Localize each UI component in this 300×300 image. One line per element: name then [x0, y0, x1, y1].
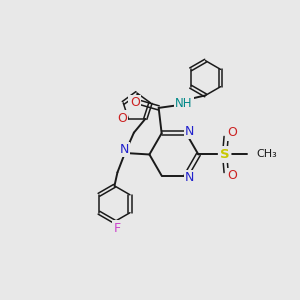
- Text: N: N: [120, 143, 129, 156]
- Text: O: O: [117, 112, 127, 125]
- Text: NH: NH: [175, 97, 193, 110]
- Text: N: N: [185, 171, 194, 184]
- Text: O: O: [227, 127, 237, 140]
- Text: CH₃: CH₃: [256, 149, 278, 160]
- Text: S: S: [220, 148, 230, 161]
- Text: N: N: [185, 125, 194, 138]
- Text: O: O: [227, 169, 237, 182]
- Text: O: O: [130, 96, 140, 109]
- Text: F: F: [113, 222, 120, 235]
